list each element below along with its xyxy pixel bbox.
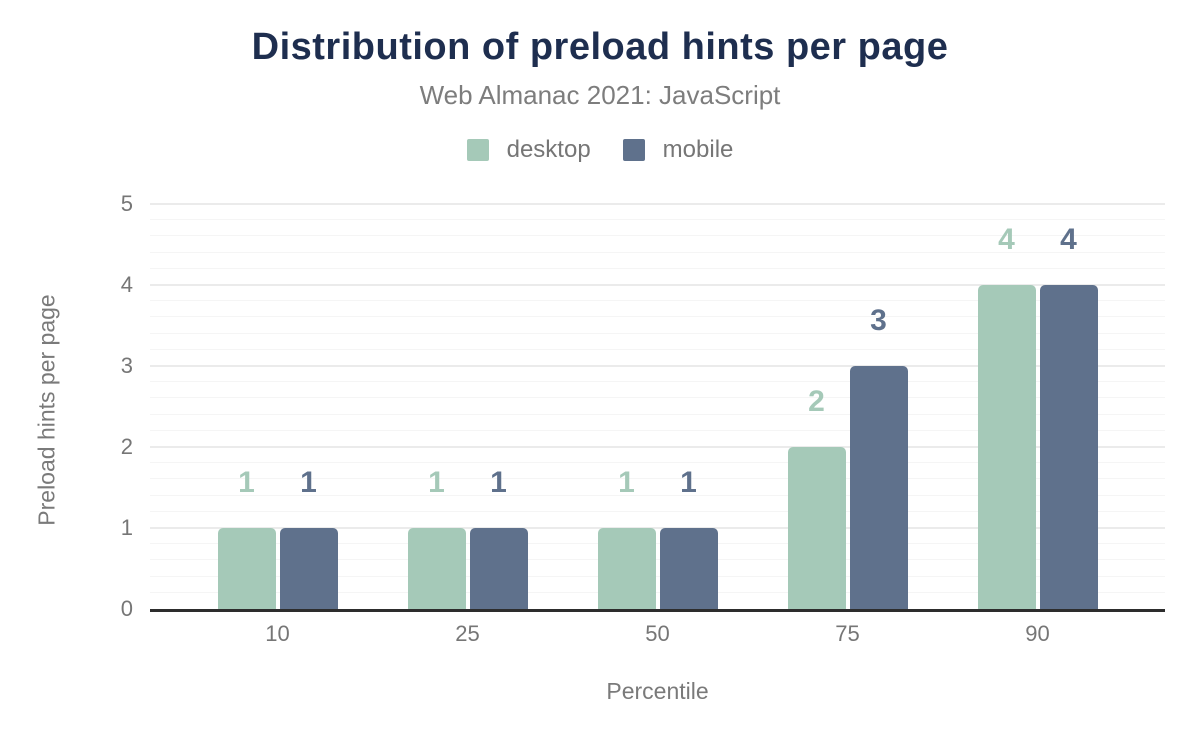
mobile-value-label: 1 <box>680 466 697 499</box>
desktop-bar-p25[interactable]: 1 <box>407 468 466 609</box>
mobile-bar-p25[interactable]: 1 <box>469 468 528 609</box>
mobile-value-label: 1 <box>300 466 317 499</box>
mobile-bar-p75[interactable]: 3 <box>849 306 908 609</box>
legend-label-desktop: desktop <box>506 136 591 164</box>
x-tick-label: 50 <box>645 621 670 646</box>
y-axis-title: Preload hints per page <box>33 294 60 526</box>
x-axis-title: Percentile <box>606 678 709 704</box>
mobile-bar-p10[interactable]: 1 <box>279 468 338 609</box>
mobile-value-label: 1 <box>490 466 507 499</box>
x-tick-label: 75 <box>835 621 860 646</box>
mobile-bar-p50[interactable]: 1 <box>659 468 718 609</box>
y-tick-label: 0 <box>120 596 133 621</box>
x-tick-label: 90 <box>1025 621 1050 646</box>
x-tick-label: 25 <box>455 621 480 646</box>
desktop-swatch-icon <box>466 139 489 162</box>
desktop-value-label: 1 <box>618 466 635 499</box>
chart-title: Distribution of preload hints per page <box>251 26 949 68</box>
legend: desktop mobile <box>0 136 1200 164</box>
desktop-bar-p50[interactable]: 1 <box>597 468 656 609</box>
legend-item-desktop: desktop <box>466 136 591 164</box>
chart-subtitle: Web Almanac 2021: JavaScript <box>419 79 781 110</box>
y-tick-label: 4 <box>120 272 133 297</box>
desktop-value-label: 4 <box>998 223 1015 256</box>
desktop-bar-p90[interactable]: 4 <box>977 225 1036 609</box>
legend-item-mobile: mobile <box>622 136 734 164</box>
y-tick-label: 5 <box>120 191 133 216</box>
desktop-value-label: 1 <box>428 466 445 499</box>
y-tick-label: 2 <box>120 434 133 459</box>
desktop-bar-p10[interactable]: 1 <box>217 468 276 609</box>
legend-label-mobile: mobile <box>662 136 734 164</box>
x-tick-label: 10 <box>265 621 290 646</box>
mobile-bar-p90[interactable]: 4 <box>1039 225 1098 609</box>
mobile-value-label: 4 <box>1060 223 1077 256</box>
desktop-bar-p75[interactable]: 2 <box>787 387 846 609</box>
y-tick-label: 1 <box>120 515 133 540</box>
mobile-value-label: 3 <box>870 304 887 337</box>
y-tick-label: 3 <box>120 353 133 378</box>
mobile-swatch-icon <box>622 139 645 162</box>
desktop-value-label: 1 <box>238 466 255 499</box>
desktop-value-label: 2 <box>808 385 825 418</box>
